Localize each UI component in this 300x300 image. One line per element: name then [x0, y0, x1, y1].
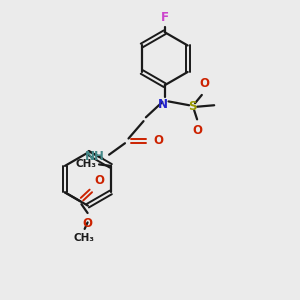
- Text: CH₃: CH₃: [74, 233, 94, 243]
- Text: O: O: [94, 174, 104, 188]
- Text: N: N: [158, 98, 168, 112]
- Text: NH: NH: [85, 150, 105, 163]
- Text: S: S: [188, 100, 197, 113]
- Text: O: O: [199, 77, 209, 90]
- Text: O: O: [154, 134, 164, 147]
- Text: CH₃: CH₃: [75, 159, 96, 170]
- Text: F: F: [161, 11, 169, 24]
- Text: O: O: [82, 218, 93, 230]
- Text: O: O: [192, 124, 202, 137]
